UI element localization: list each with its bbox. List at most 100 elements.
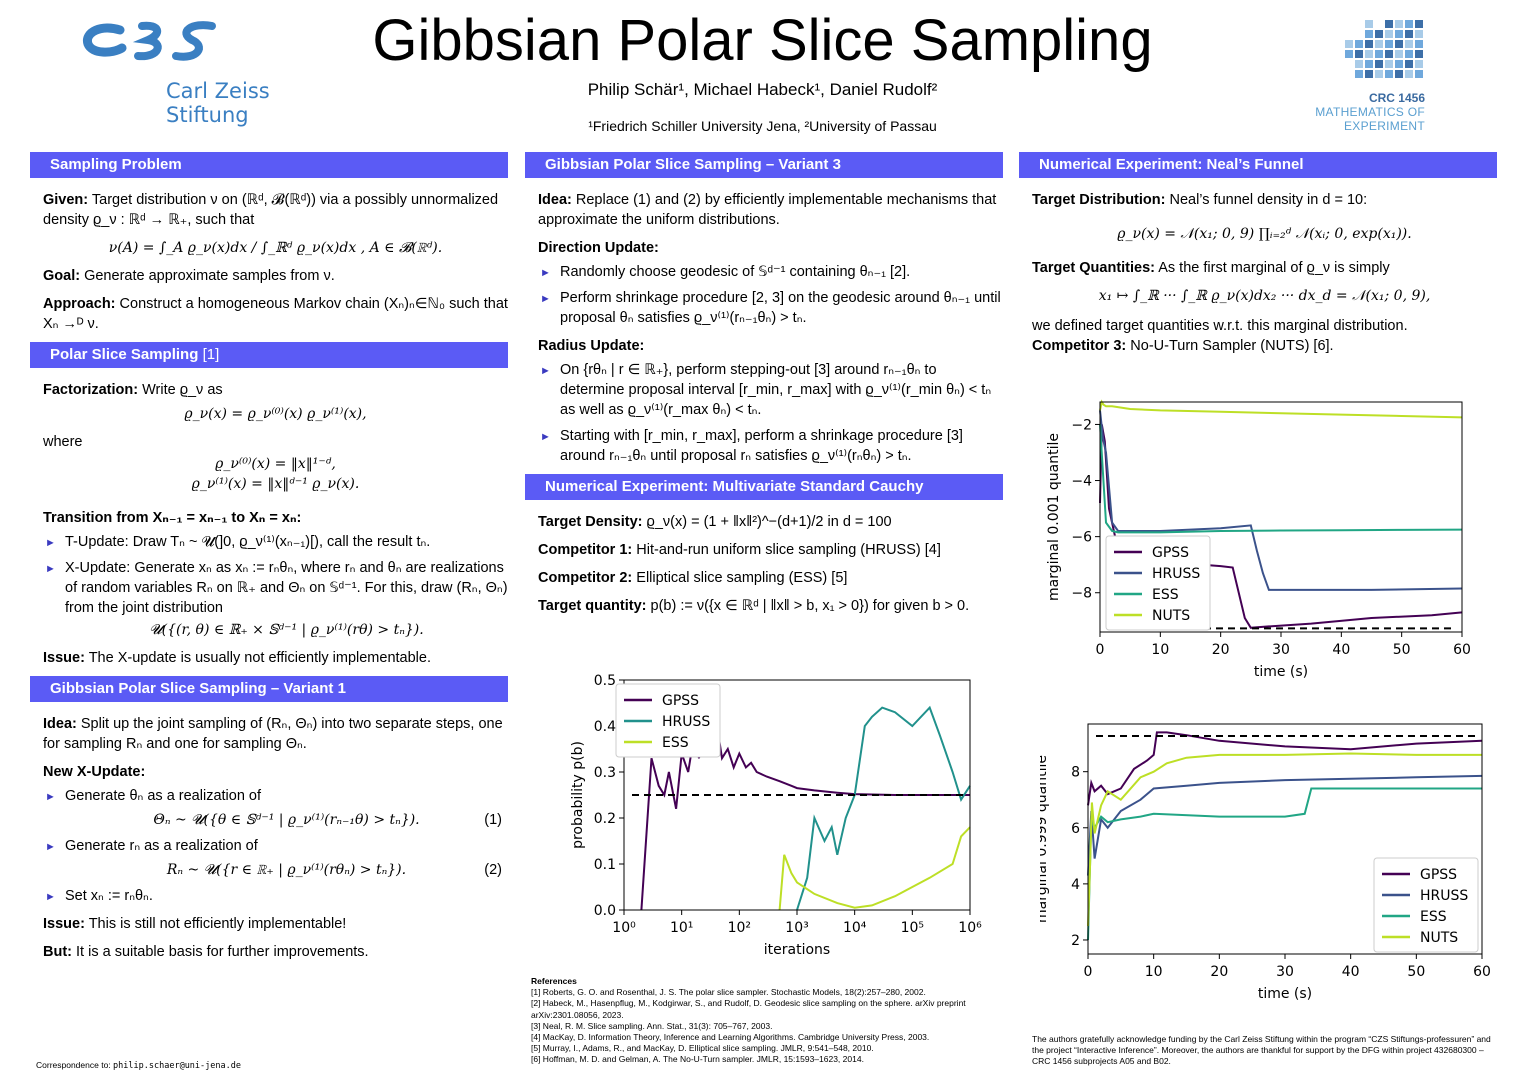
crc-grid-cell [1375,60,1383,68]
crc-grid-cell [1375,70,1383,78]
factorization-equation: ϱ_ν(x) = ϱ_ν⁽⁰⁾(x) ϱ_ν⁽¹⁾(x), [184,406,367,422]
section-header-variant1: Gibbsian Polar Slice Sampling – Variant … [30,676,508,702]
series-line-hruss [1099,410,1463,591]
funnel-td-text: Neal’s funnel density in d = 10: [1169,192,1368,208]
legend-label: HRUSS [1152,566,1200,582]
x-tick-label: 10 [1145,964,1163,980]
v3-idea-label: Idea: [538,192,572,208]
y-tick-label: −2 [1071,417,1092,433]
crc-grid-cell [1385,20,1393,28]
competitor3-text: No-U-Turn Sampler (NUTS) [6]. [1130,338,1334,354]
target-quantity-label: Target quantity: [538,598,647,614]
where-equation-1: ϱ_ν⁽⁰⁾(x) = ‖x‖¹⁻ᵈ, [215,456,336,472]
funnel-high-quantile-chart: 0 10 20 30 40 50 60 2 4 6 8 time (s) marginal 0.999 … [1040,723,1490,1002]
radius-update-label: Radius Update: [538,338,645,354]
direction-item-1: Randomly choose geodesic of 𝕊ᵈ⁻¹ contain… [540,262,1003,283]
crc-grid-cell [1395,50,1403,58]
direction-item-2: Perform shrinkage procedure [2, 3] on th… [540,288,1003,328]
crc-grid-cell [1365,50,1373,58]
crc-grid-cell [1375,40,1383,48]
y-tick-label: 0.2 [594,811,616,827]
crc-grid-cell [1365,20,1373,28]
legend-box [615,683,721,758]
legend-label: NUTS [1420,930,1458,946]
crc-grid-cell [1355,50,1363,58]
legend-label: HRUSS [662,714,710,730]
crc-grid-cell [1415,70,1423,78]
series-line-gpss [640,721,970,911]
x-tick-label: 10⁵ [901,920,924,936]
v1-item-1: Generate θₙ as a realization of Θₙ ~ 𝓤({… [45,786,508,830]
legend-box [1105,535,1211,631]
radius-item-1: On {rθₙ | r ∈ ℝ₊}, perform stepping-out … [540,360,1003,420]
x-tick-label: 30 [1272,642,1290,658]
legend-label: NUTS [1152,608,1190,624]
v1-new-x-update-label: New X-Update: [43,764,146,780]
variant1-body: Idea: Split up the joint sampling of (Rₙ… [30,702,508,962]
crc-grid-cell [1365,60,1373,68]
y-axis-label: marginal 0.999 quantile [1040,755,1050,923]
correspondence-label: Correspondence to: [36,1060,111,1070]
where-label: where [43,434,83,450]
crc-grid-cell [1405,70,1413,78]
factorization-label: Factorization: [43,382,139,398]
section-header-cauchy: Numerical Experiment: Multivariate Stand… [525,474,1003,500]
reference-item: [1] Roberts, G. O. and Rosenthal, J. S. … [531,987,926,998]
crc-grid-cell [1385,30,1393,38]
y-axis-label: probability p(b) [570,741,586,849]
y-tick-label: 0.1 [594,857,616,873]
funnel-tq-text: As the first marginal of ϱ_ν is simply [1158,260,1390,276]
crc-grid-cell [1395,60,1403,68]
y-tick-label: 8 [1071,765,1080,781]
x-tick-label: 20 [1212,642,1230,658]
but-text: It is a suitable basis for further impro… [76,944,369,960]
x-tick-label: 20 [1210,964,1228,980]
transition-label: Transition from Xₙ₋₁ = xₙ₋₁ to Xₙ = xₙ: [43,510,302,526]
legend-label: ESS [662,735,689,751]
correspondence-email[interactable]: philip.schaer@uni-jena.de [113,1061,241,1071]
transition-list: T-Update: Draw Tₙ ~ 𝓤(]0, ϱ_ν⁽¹⁾(xₙ₋₁)[)… [43,532,508,640]
cauchy-body: Target Density: ϱ_ν(x) = (1 + ‖x‖²)^−(d+… [525,500,1003,616]
y-tick-label: −6 [1071,530,1092,546]
crc-grid-cell [1385,50,1393,58]
crc-grid-cell [1415,40,1423,48]
legend-label: GPSS [1420,867,1457,883]
crc-grid-cell [1415,60,1423,68]
crc-grid-cell [1405,60,1413,68]
reference-item: [3] Neal, R. M. Slice sampling. Ann. Sta… [531,1020,773,1031]
v1-item-1-text: Generate θₙ as a realization of [65,788,262,804]
crc-grid-cell [1385,40,1393,48]
czs-logo-line1: Carl Zeiss [166,79,270,103]
crc-grid-cell [1395,30,1403,38]
x-update-text: X-Update: Generate xₙ as xₙ := rₙθₙ, whe… [65,560,508,616]
where-equation-2: ϱ_ν⁽¹⁾(x) = ‖x‖ᵈ⁻¹ ϱ_ν(x). [191,476,360,492]
given-text: Target distribution ν on (ℝᵈ, 𝓑(ℝᵈ)) via… [43,192,499,228]
legend-label: GPSS [662,693,699,709]
funnel-marginal-equation: x₁ ↦ ∫_ℝ ··· ∫_ℝ ϱ_ν(x)dx₂ ··· dx_d = 𝒩(… [1098,288,1431,304]
sampling-problem-body: Given: Target distribution ν on (ℝᵈ, 𝓑(ℝ… [30,178,508,334]
polar-slice-title: Polar Slice Sampling [50,346,199,363]
crc-grid-cell [1405,50,1413,58]
acknowledgements: The authors gratefully acknowledge fundi… [1032,1034,1491,1066]
crc-logo-sub1: MATHEMATICS OF [1315,105,1425,119]
crc-grid-cell [1375,50,1383,58]
poster-title: Gibbsian Polar Slice Sampling [372,8,1153,73]
y-tick-label: 6 [1071,821,1080,837]
crc-grid-cell [1345,50,1353,58]
radius-item-2: Starting with [r_min, r_max], perform a … [540,426,1003,466]
x-tick-label: 10⁴ [843,920,867,936]
series-line-ess [778,826,971,911]
competitor2-label: Competitor 2: [538,570,633,586]
crc-grid-cell [1415,30,1423,38]
v1-equation-2-number: (2) [484,862,502,878]
approach-text: Construct a homogeneous Markov chain (Xₙ… [43,296,508,332]
x-tick-label: 10² [728,920,751,936]
v1-update-list: Generate θₙ as a realization of Θₙ ~ 𝓤({… [43,786,508,907]
legend-label: GPSS [1152,545,1189,561]
crc-grid-cell [1415,20,1423,28]
crc-grid-cell [1355,70,1363,78]
v1-equation-2: Rₙ ~ 𝓤({r ∈ ℝ₊ | ϱ_ν⁽¹⁾(rθₙ) > tₙ}). (2) [65,860,508,880]
crc-logo: CRC 1456 MATHEMATICS OF EXPERIMENT [1295,20,1425,140]
section-header-sampling-problem: Sampling Problem [30,152,508,178]
factorization-text: Write ϱ_ν as [142,382,223,398]
